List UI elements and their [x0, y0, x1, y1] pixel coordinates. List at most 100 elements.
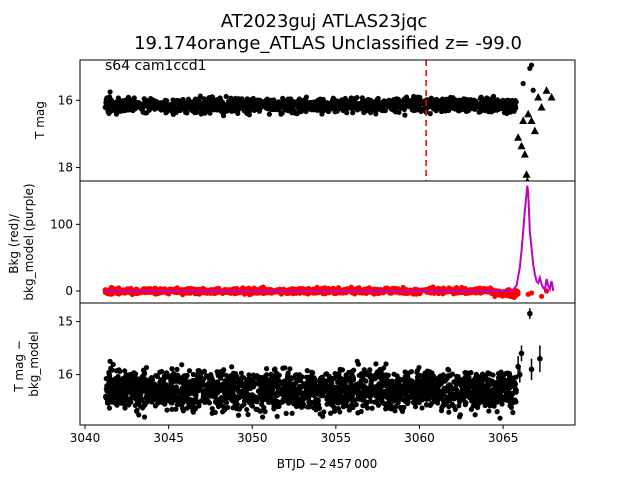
- data-point: [111, 394, 117, 401]
- data-point: [452, 385, 458, 392]
- data-point: [285, 96, 291, 102]
- data-point: [455, 394, 461, 400]
- data-point: [444, 376, 450, 382]
- data-point: [337, 409, 343, 415]
- x-tick-label: 3050: [237, 431, 268, 445]
- data-point: [264, 98, 270, 104]
- data-point: [259, 401, 265, 408]
- panel-bottom: T mag − bkg_model: [12, 302, 576, 426]
- data-point: [463, 108, 469, 115]
- data-point: [254, 105, 260, 111]
- data-point: [394, 386, 400, 392]
- data-point: [162, 97, 168, 103]
- data-point: [482, 393, 489, 399]
- data-point: [171, 106, 177, 112]
- y-tick-label: 16: [58, 93, 73, 107]
- data-point: [105, 101, 111, 107]
- data-point: [411, 384, 417, 391]
- data-point: [496, 398, 502, 404]
- data-point: [218, 369, 224, 375]
- data-point: [260, 389, 266, 395]
- data-point: [111, 106, 117, 112]
- upper-limit-point: [542, 86, 551, 94]
- data-point: [355, 101, 361, 107]
- data-point: [235, 412, 242, 418]
- data-point: [408, 369, 415, 375]
- data-point: [343, 377, 350, 383]
- data-point: [298, 97, 304, 103]
- data-point: [122, 405, 128, 411]
- data-point: [183, 105, 189, 111]
- data-point: [180, 395, 187, 401]
- data-point: [165, 102, 171, 109]
- data-point: [412, 404, 419, 410]
- data-point: [431, 376, 437, 382]
- data-point: [423, 374, 429, 380]
- data-point: [429, 96, 435, 103]
- data-point: [433, 108, 439, 114]
- bkg-point: [538, 293, 545, 299]
- data-point: [147, 395, 153, 401]
- data-point: [450, 103, 456, 109]
- data-point: [379, 395, 385, 401]
- data-point: [419, 405, 425, 411]
- data-point: [304, 368, 310, 374]
- data-point: [267, 383, 273, 389]
- data-point: [390, 392, 397, 398]
- data-point: [153, 373, 159, 379]
- data-point: [206, 380, 212, 386]
- data-point: [314, 400, 320, 406]
- data-point: [388, 104, 394, 110]
- data-point: [126, 402, 132, 408]
- data-point: [482, 383, 488, 389]
- data-point: [481, 387, 487, 393]
- data-point: [225, 391, 232, 397]
- panel-middle-ylabel: Bkg (red)/ bkg_model (purple): [7, 183, 36, 300]
- x-tick-label: 3045: [153, 431, 184, 445]
- data-point: [106, 110, 112, 117]
- data-point: [336, 370, 342, 377]
- data-point: [509, 375, 515, 381]
- data-point: [454, 373, 460, 379]
- data-point: [509, 391, 515, 397]
- data-point: [464, 389, 470, 395]
- data-point: [161, 392, 168, 398]
- data-point: [463, 101, 469, 107]
- x-tick-label: 3040: [70, 431, 101, 445]
- data-point: [190, 108, 196, 114]
- data-point: [246, 372, 252, 378]
- data-point: [126, 372, 132, 378]
- data-point: [446, 409, 452, 415]
- upper-limit-point: [527, 116, 536, 124]
- data-point: [250, 384, 257, 390]
- data-point: [404, 96, 410, 102]
- data-point: [419, 397, 425, 403]
- data-point: [275, 392, 281, 398]
- x-tick-label: 3060: [404, 431, 435, 445]
- data-point: [463, 400, 469, 406]
- data-point: [229, 364, 235, 370]
- data-point: [230, 374, 236, 380]
- data-point: [196, 403, 202, 409]
- data-point: [274, 413, 280, 419]
- data-point: [335, 379, 341, 385]
- data-point: [400, 391, 406, 397]
- data-point: [208, 98, 215, 104]
- data-point: [473, 380, 479, 386]
- data-point: [253, 406, 259, 412]
- data-point: [170, 111, 176, 117]
- data-point: [257, 97, 263, 103]
- data-point: [537, 355, 543, 362]
- data-point: [314, 107, 320, 113]
- data-point: [289, 375, 295, 382]
- data-point: [263, 366, 270, 372]
- data-point: [385, 372, 391, 378]
- data-point: [319, 101, 325, 107]
- data-point: [425, 388, 431, 394]
- data-point: [130, 388, 136, 395]
- data-point: [229, 397, 235, 404]
- data-point: [488, 400, 494, 406]
- data-point: [386, 382, 392, 389]
- data-point: [410, 399, 416, 406]
- data-point: [480, 375, 486, 382]
